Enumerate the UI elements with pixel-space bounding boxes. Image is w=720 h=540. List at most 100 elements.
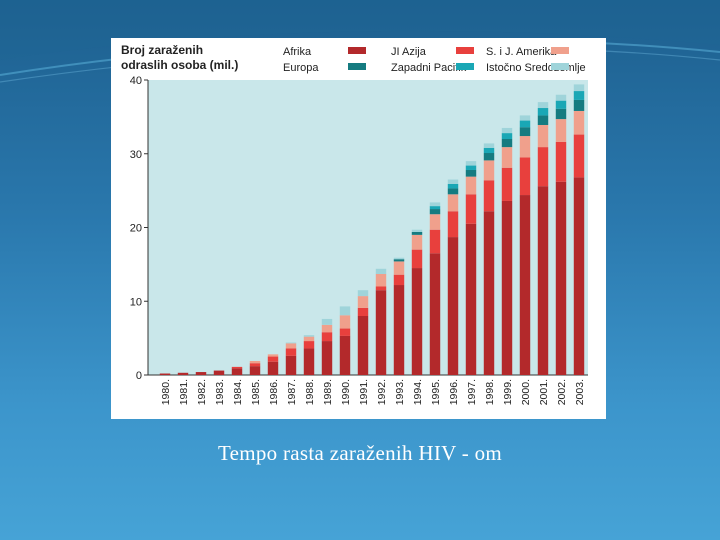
bar-segment: [321, 318, 333, 325]
x-tick-label: 1981.: [178, 379, 190, 405]
bar-segment: [447, 188, 459, 195]
bar-segment: [321, 341, 333, 375]
bar-segment: [465, 165, 477, 170]
bar-segment: [573, 110, 585, 135]
bar-segment: [573, 99, 585, 111]
bar-segment: [159, 373, 171, 375]
chart-title-line: Broj zaraženih: [121, 43, 203, 57]
x-tick-label: 1985.: [250, 379, 262, 405]
chart-card: Broj zaraženih odraslih osoba (mil.) Afrik…: [111, 38, 606, 419]
bar-segment: [429, 229, 441, 254]
bar-segment: [537, 102, 549, 109]
bar-segment: [501, 147, 513, 168]
bar-segment: [447, 179, 459, 184]
bar-segment: [429, 206, 441, 210]
bar-segment: [573, 91, 585, 100]
bar-segment: [303, 348, 315, 375]
bar-segment: [429, 202, 441, 207]
bar-segment: [483, 211, 495, 375]
bar-segment: [519, 127, 531, 137]
legend-swatch: [348, 63, 366, 70]
bar-segment: [285, 343, 297, 349]
bar-segment: [339, 335, 351, 375]
x-tick-label: 1998.: [484, 379, 496, 405]
bar-segment: [537, 108, 549, 116]
bar-segment: [393, 285, 405, 375]
bar-segment: [393, 259, 405, 262]
x-tick-label: 1986.: [268, 379, 280, 405]
bar-segment: [465, 194, 477, 224]
bar-segment: [465, 223, 477, 375]
bar-segment: [339, 328, 351, 336]
bar-segment: [357, 307, 369, 316]
bar-segment: [393, 274, 405, 286]
bar-segment: [303, 341, 315, 349]
bar-segment: [357, 316, 369, 375]
bar-segment: [483, 160, 495, 181]
legend-label: Europa: [283, 62, 319, 74]
legend-swatch: [456, 63, 474, 70]
bar-segment: [447, 211, 459, 238]
x-tick-label: 1990.: [340, 379, 352, 405]
x-tick-label: 2002.: [556, 379, 568, 405]
x-tick-label: 1993.: [394, 379, 406, 405]
legend-swatch: [348, 47, 366, 54]
bar-segment: [231, 366, 243, 369]
bar-segment: [375, 290, 387, 375]
x-tick-label: 1994.: [412, 379, 424, 405]
bar-segment: [501, 133, 513, 139]
bar-segment: [483, 180, 495, 212]
x-tick-label: 1996.: [448, 379, 460, 405]
bar-segment: [483, 147, 495, 154]
bar-segment: [249, 366, 261, 375]
y-tick-label: 40: [130, 75, 142, 87]
y-tick-label: 10: [130, 296, 142, 308]
bar-segment: [339, 306, 351, 316]
bar-segment: [483, 153, 495, 161]
bar-segment: [429, 253, 441, 375]
bar-segment: [537, 147, 549, 187]
bar-segment: [555, 108, 567, 120]
bar-segment: [537, 124, 549, 148]
x-tick-label: 2003.: [574, 379, 586, 405]
x-tick-label: 1999.: [502, 379, 514, 405]
bar-segment: [375, 286, 387, 291]
y-tick-label: 30: [130, 149, 142, 161]
x-tick-label: 1982.: [196, 379, 208, 405]
x-tick-label: 1984.: [232, 379, 244, 405]
bar-segment: [465, 161, 477, 166]
bar-segment: [555, 181, 567, 375]
bar-segment: [501, 200, 513, 375]
bar-segment: [285, 342, 297, 344]
bar-segment: [321, 324, 333, 333]
bar-segment: [555, 119, 567, 142]
bar-segment: [519, 136, 531, 158]
x-tick-label: 2001.: [538, 379, 550, 405]
bar-segment: [411, 229, 423, 232]
bar-segment: [519, 115, 531, 121]
legend-swatch: [551, 47, 569, 54]
bar-segment: [573, 84, 585, 92]
bar-segment: [465, 169, 477, 177]
bar-segment: [447, 237, 459, 375]
bar-segment: [393, 261, 405, 275]
bar-segment: [375, 268, 387, 274]
x-tick-label: 1983.: [214, 379, 226, 405]
bar-segment: [303, 335, 315, 337]
bar-segment: [357, 290, 369, 297]
bar-segment: [519, 157, 531, 196]
legend-swatch: [551, 63, 569, 70]
bar-segment: [411, 268, 423, 375]
bar-segment: [429, 209, 441, 215]
x-tick-label: 1997.: [466, 379, 478, 405]
bar-segment: [285, 355, 297, 375]
bar-segment: [375, 273, 387, 287]
bar-segment: [465, 176, 477, 195]
bar-segment: [555, 94, 567, 101]
slide-caption: Tempo rasta zaraženih HIV - om: [217, 441, 503, 465]
legend-label: Afrika: [283, 46, 312, 58]
bar-segment: [267, 356, 279, 362]
bar-segment: [249, 363, 261, 367]
bar-segment: [267, 361, 279, 375]
